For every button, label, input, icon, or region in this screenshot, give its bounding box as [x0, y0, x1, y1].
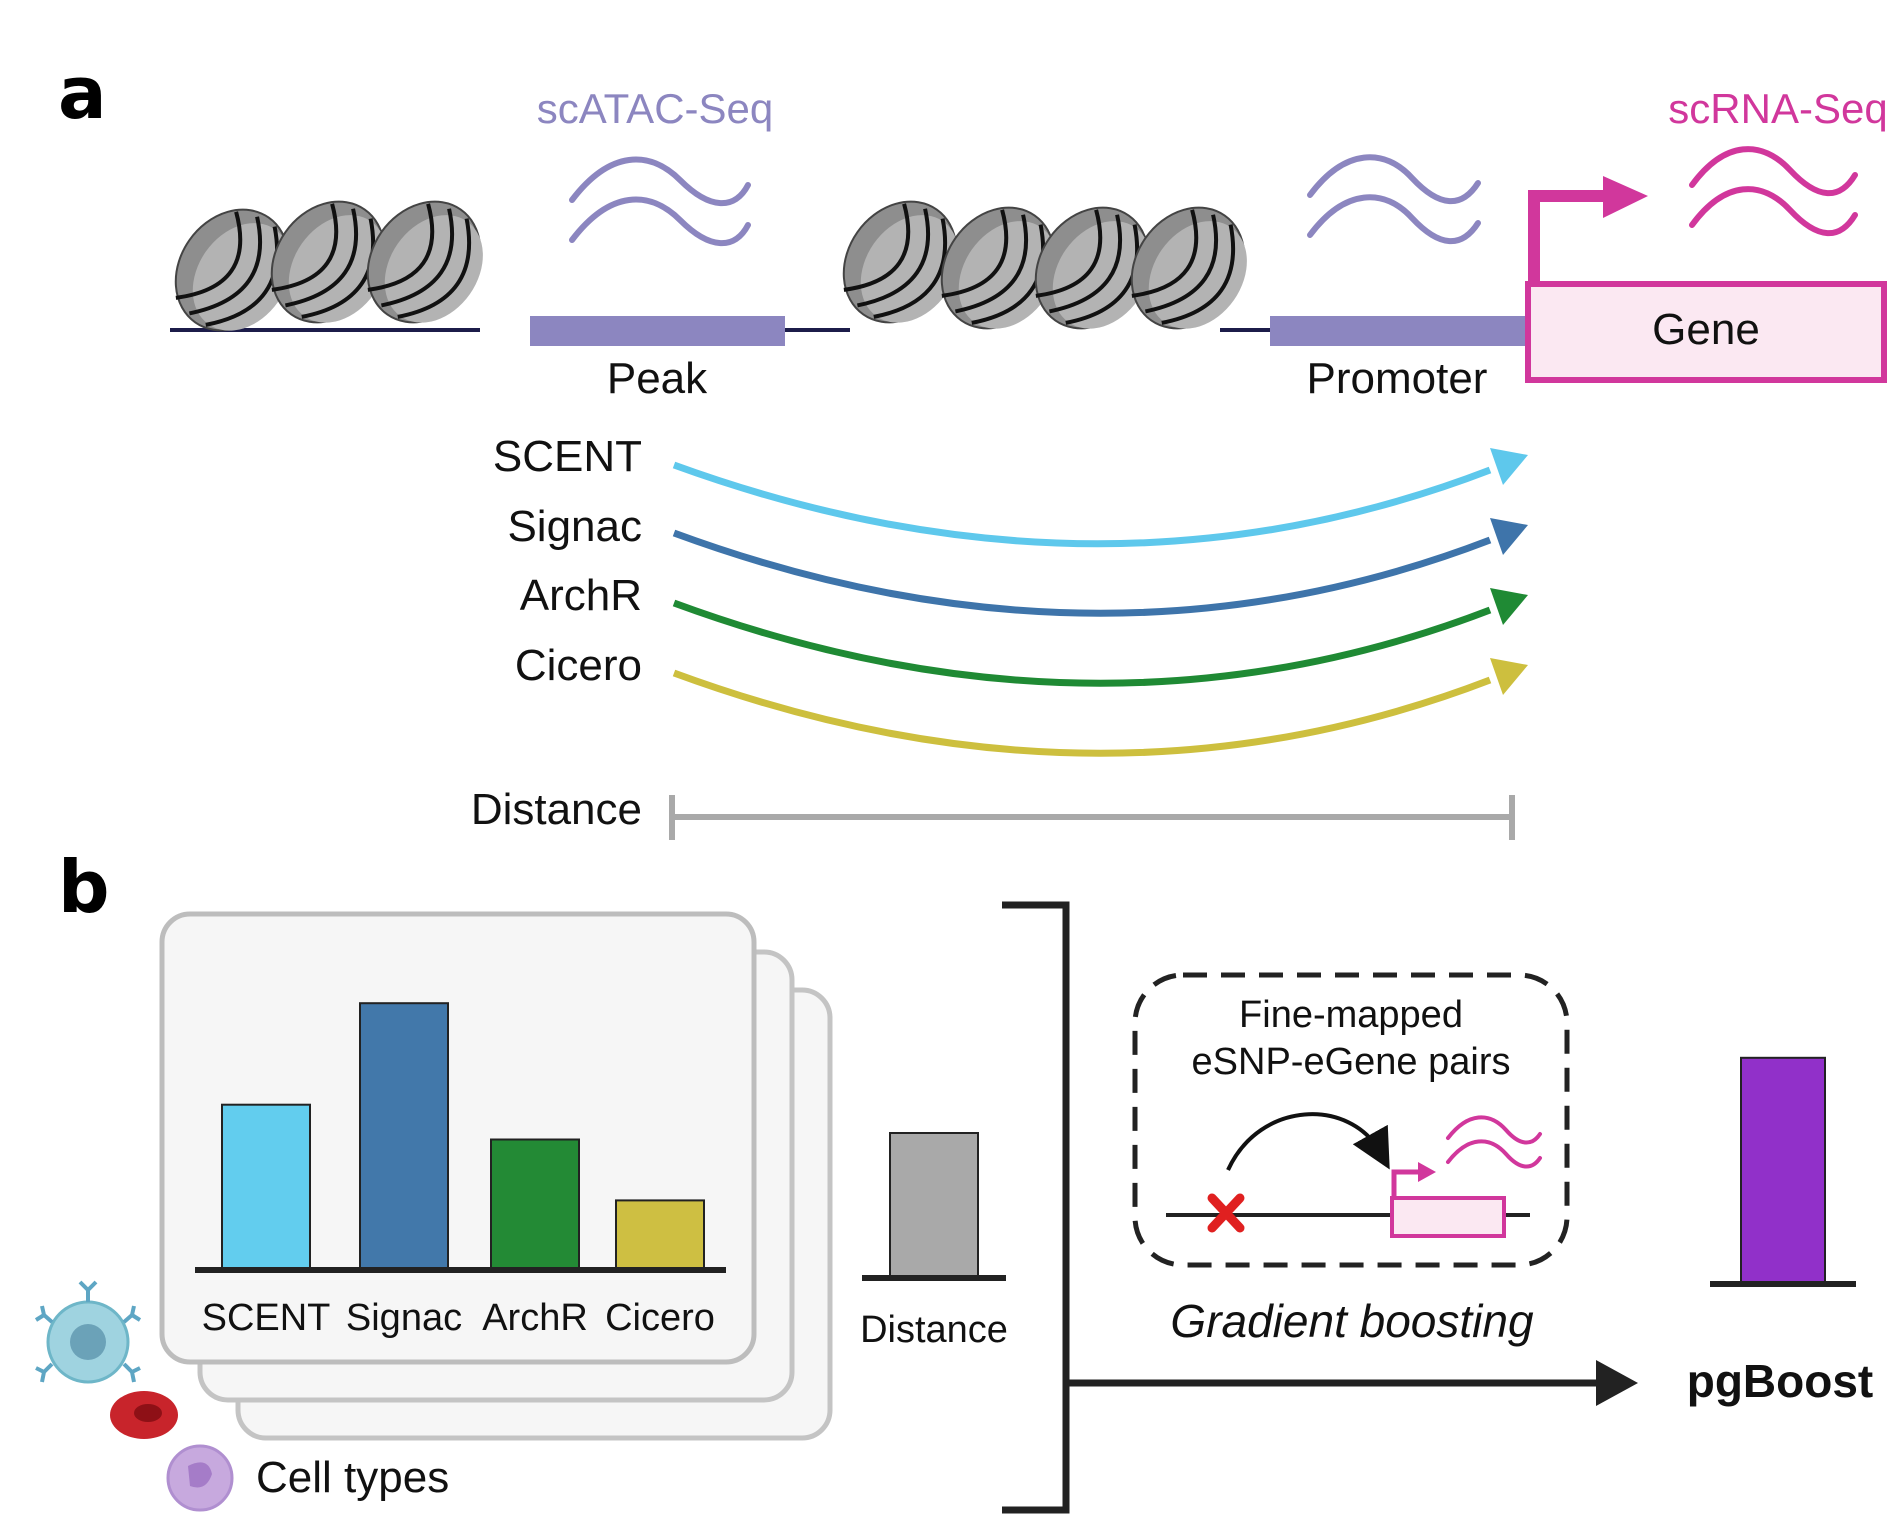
t-cell-icon: [34, 1280, 142, 1384]
method-arrowhead-icon: [1490, 518, 1528, 555]
method-arc-scent: SCENT: [493, 432, 1528, 548]
panel-b-letter: b: [58, 845, 110, 929]
distance-label: Distance: [471, 785, 642, 834]
method-arc: [672, 599, 1492, 687]
red-blood-cell-icon: [110, 1391, 178, 1439]
bar-scent: [221, 1103, 311, 1271]
promoter-region: [1270, 316, 1530, 346]
distance-score-chart: Distance: [860, 1132, 1008, 1351]
bar-cicero: [615, 1199, 705, 1272]
output-arrowhead-icon: [1596, 1360, 1638, 1406]
method-arrowhead-icon: [1490, 448, 1528, 485]
atac-signal-icon: [569, 156, 751, 247]
snp-cross-icon: [1207, 1193, 1245, 1233]
bar-label: Signac: [346, 1297, 462, 1339]
regulation-arrow: [1226, 1112, 1390, 1171]
peak-label: Peak: [607, 354, 708, 403]
peak-region: [530, 316, 785, 346]
method-arc-signac: Signac: [507, 502, 1528, 617]
tss-arrow-icon: [1528, 190, 1605, 284]
distance-bar: [889, 1132, 979, 1279]
finemap-title-line1: Fine-mapped: [1239, 994, 1463, 1036]
finemap-box: [1132, 972, 1570, 1268]
method-score-chart: SCENT Signac ArchR Cicero: [195, 1002, 726, 1339]
bar-label: ArchR: [482, 1297, 588, 1339]
method-label: SCENT: [493, 432, 642, 481]
bar-archr: [490, 1138, 580, 1271]
pgboost-label: pgBoost: [1687, 1355, 1874, 1407]
gene-label: Gene: [1652, 305, 1760, 354]
method-label: Signac: [507, 502, 642, 551]
panel-a-letter: a: [58, 51, 107, 135]
method-arc-cicero: Cicero: [515, 641, 1528, 757]
egene-box: [1390, 1196, 1506, 1238]
bar-label: Cicero: [605, 1297, 715, 1339]
chromatin-diagram: [170, 146, 1887, 383]
rna-signal-icon: [1689, 146, 1858, 237]
method-bars: [221, 1002, 705, 1272]
nucleosome-cluster-middle: [842, 200, 1247, 330]
method-arrowhead-icon: [1490, 588, 1528, 625]
bar-label: SCENT: [202, 1297, 331, 1339]
method-label: ArchR: [520, 571, 642, 620]
distance-bar-label: Distance: [860, 1309, 1008, 1351]
method-arc: [672, 669, 1492, 757]
tss-arrowhead-icon: [1603, 176, 1648, 218]
method-name-label: Gradient boosting: [1170, 1295, 1534, 1347]
gene-box: [1525, 281, 1887, 383]
esnp-egene-illustration: [1166, 1112, 1542, 1238]
pgboost-bar: [1740, 1056, 1826, 1286]
cell-types-label: Cell types: [256, 1453, 449, 1502]
atac-signal-icon: [1307, 154, 1481, 245]
cell-types-icon: [34, 1280, 234, 1512]
neutrophil-icon: [166, 1444, 234, 1512]
method-arc-archr: ArchR: [520, 571, 1528, 687]
bar-signac: [359, 1002, 449, 1271]
distance-indicator: Distance: [471, 785, 1515, 840]
atac-assay-label: scATAC-Seq: [537, 85, 774, 132]
nucleosome-cluster-left: [174, 200, 483, 332]
input-bracket: [1002, 901, 1070, 1514]
method-arc: [672, 461, 1492, 548]
finemap-title-line2: eSNP-eGene pairs: [1192, 1041, 1511, 1083]
method-label: Cicero: [515, 641, 642, 690]
rna-assay-label: scRNA-Seq: [1668, 85, 1887, 132]
method-arcs: SCENT Signac ArchR Cicero: [493, 432, 1528, 757]
method-arc: [672, 529, 1492, 617]
method-arrowhead-icon: [1490, 658, 1528, 695]
pgboost-score-chart: [1710, 1056, 1856, 1287]
promoter-label: Promoter: [1307, 354, 1488, 403]
